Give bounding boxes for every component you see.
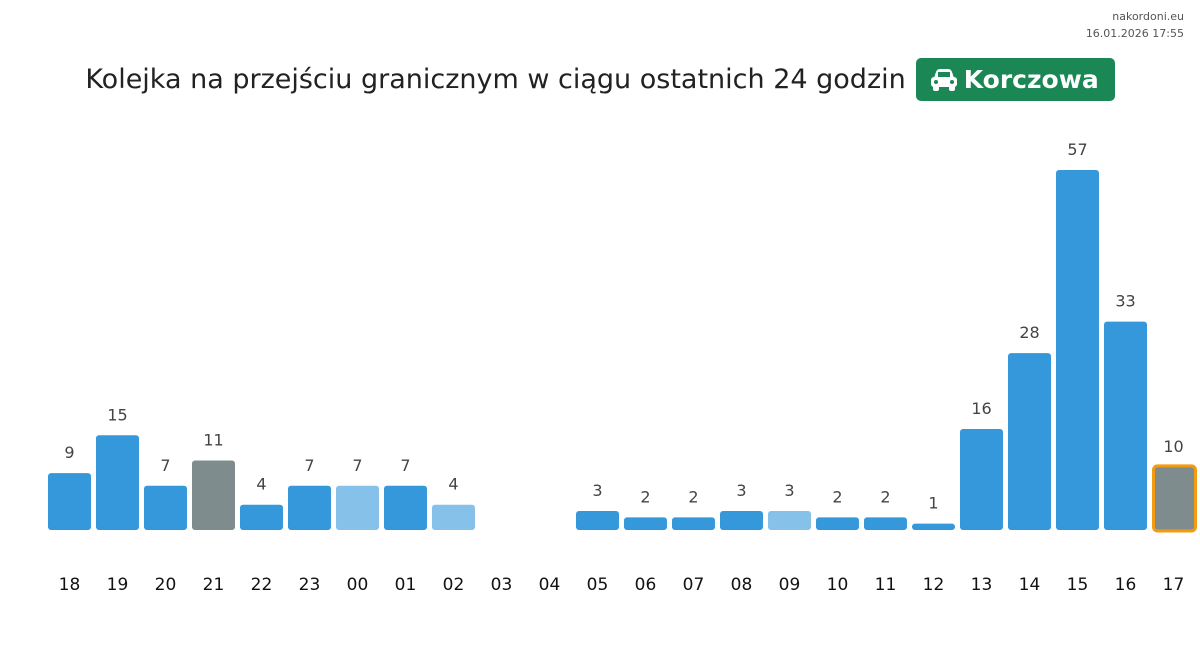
bar-value-label: 1 <box>928 494 938 513</box>
bar-value-label: 7 <box>352 456 362 475</box>
bar-08 <box>720 511 763 530</box>
x-tick-label: 20 <box>155 575 177 595</box>
x-tick-label: 09 <box>779 575 801 595</box>
border-crossing-badge: Korczowa <box>915 58 1115 101</box>
bar-value-label: 3 <box>736 481 746 500</box>
x-tick-label: 00 <box>347 575 369 595</box>
bar-value-label: 2 <box>640 487 650 506</box>
watermark-site: nakordoni.eu <box>1112 10 1184 23</box>
bar-value-label: 57 <box>1067 140 1087 159</box>
bar-value-label: 2 <box>688 487 698 506</box>
bar-20 <box>144 485 187 530</box>
x-tick-label: 08 <box>731 575 753 595</box>
x-tick-label: 10 <box>827 575 849 595</box>
page-title: Kolejka na przejściu granicznym w ciągu … <box>85 64 906 95</box>
bar-10 <box>816 517 859 530</box>
bar-value-label: 7 <box>304 456 314 475</box>
bar-02 <box>432 504 475 530</box>
bar-21 <box>192 460 235 530</box>
x-tick-label: 06 <box>635 575 657 595</box>
x-tick-label: 07 <box>683 575 705 595</box>
x-tick-label: 18 <box>59 575 81 595</box>
car-icon <box>930 68 957 91</box>
bar-07 <box>672 517 715 530</box>
bar-value-label: 2 <box>880 487 890 506</box>
x-tick-label: 16 <box>1115 575 1137 595</box>
bar-17 <box>1152 464 1197 533</box>
bar-09 <box>768 511 811 530</box>
x-tick-label: 02 <box>443 575 465 595</box>
bar-value-label: 10 <box>1163 437 1183 456</box>
x-tick-label: 17 <box>1163 575 1185 595</box>
bar-value-label: 7 <box>160 456 170 475</box>
x-tick-label: 01 <box>395 575 417 595</box>
bar-18 <box>48 473 91 530</box>
x-tick-label: 04 <box>539 575 561 595</box>
bar-14 <box>1008 353 1051 530</box>
bar-value-label: 16 <box>971 399 991 418</box>
bar-value-label: 2 <box>832 487 842 506</box>
x-tick-label: 19 <box>107 575 129 595</box>
bar-16 <box>1104 321 1147 530</box>
x-tick-label: 13 <box>971 575 993 595</box>
bar-value-label: 3 <box>592 481 602 500</box>
x-tick-label: 11 <box>875 575 897 595</box>
bar-22 <box>240 504 283 530</box>
bar-05 <box>576 511 619 530</box>
title-row: Kolejka na przejściu granicznym w ciągu … <box>0 58 1200 101</box>
bar-value-label: 33 <box>1115 292 1135 311</box>
watermark-datetime: 16.01.2026 17:55 <box>1085 27 1184 40</box>
bar-00 <box>336 485 379 530</box>
bar-13 <box>960 428 1003 530</box>
bar-value-label: 15 <box>107 405 127 424</box>
watermark: nakordoni.eu 16.01.2026 17:55 <box>1086 8 1184 42</box>
x-tick-label: 03 <box>491 575 513 595</box>
badge-label: Korczowa <box>963 65 1099 94</box>
bar-15 <box>1056 170 1099 530</box>
bar-value-label: 11 <box>203 431 223 450</box>
x-tick-label: 23 <box>299 575 321 595</box>
x-tick-label: 15 <box>1067 575 1089 595</box>
bar-value-label: 28 <box>1019 323 1039 342</box>
bar-01 <box>384 485 427 530</box>
bar-value-label: 9 <box>64 443 74 462</box>
bar-06 <box>624 517 667 530</box>
bar-value-label: 4 <box>256 475 266 494</box>
bar-12 <box>912 523 955 530</box>
bar-value-label: 3 <box>784 481 794 500</box>
x-tick-label: 05 <box>587 575 609 595</box>
x-tick-label: 14 <box>1019 575 1041 595</box>
x-tick-label: 12 <box>923 575 945 595</box>
bar-19 <box>96 435 139 530</box>
bar-11 <box>864 517 907 530</box>
bar-value-label: 4 <box>448 475 458 494</box>
x-tick-label: 22 <box>251 575 273 595</box>
bar-23 <box>288 485 331 530</box>
bar-value-label: 7 <box>400 456 410 475</box>
x-tick-label: 21 <box>203 575 225 595</box>
